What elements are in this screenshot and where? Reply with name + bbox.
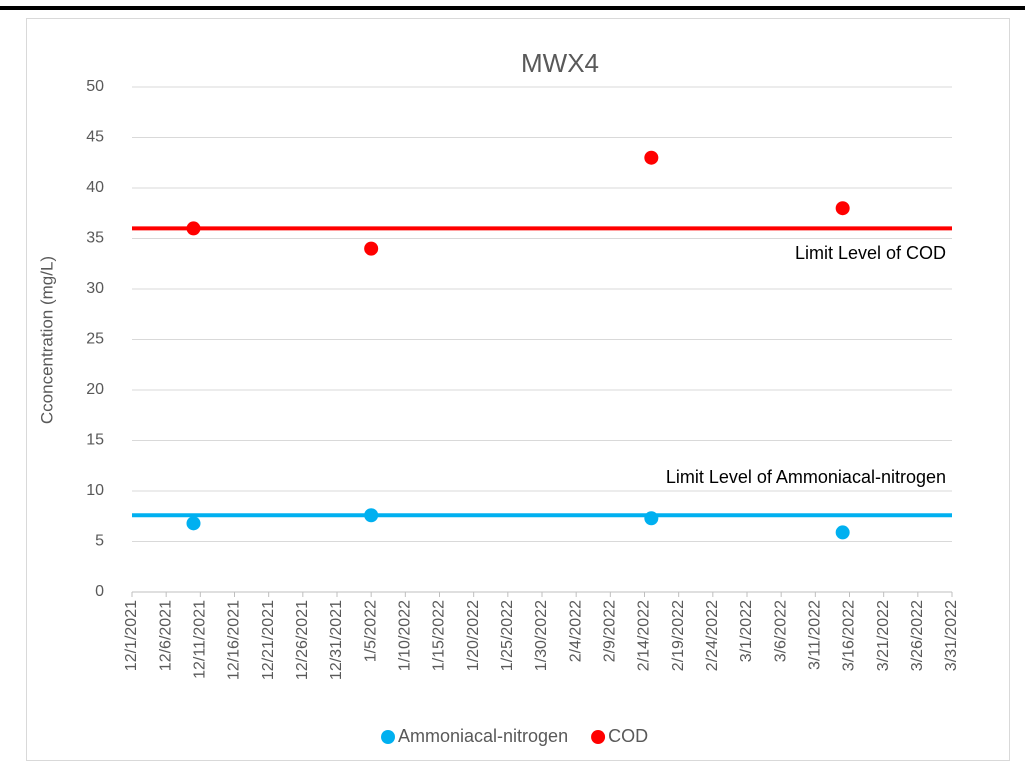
y-tick-label: 50 xyxy=(86,78,104,95)
x-tick-label: 1/25/2022 xyxy=(499,600,516,671)
x-tick-label: 3/11/2022 xyxy=(807,600,824,670)
x-tick-label: 2/4/2022 xyxy=(567,600,584,662)
x-tick-label: 12/6/2021 xyxy=(157,600,174,671)
x-tick-label: 2/9/2022 xyxy=(602,600,619,662)
x-tick-label: 3/26/2022 xyxy=(909,600,926,671)
x-tick-label: 3/21/2022 xyxy=(875,600,892,671)
point xyxy=(364,508,379,523)
y-tick-label: 40 xyxy=(86,179,104,196)
x-tick-label: 1/15/2022 xyxy=(431,600,448,671)
y-tick-label: 45 xyxy=(86,129,104,146)
y-tick-label: 35 xyxy=(86,230,104,247)
top-border xyxy=(0,6,1025,10)
x-tick-label: 12/1/2021 xyxy=(123,600,140,671)
x-tick-label: 2/24/2022 xyxy=(704,600,721,671)
y-tick-label: 5 xyxy=(95,533,104,550)
x-tick-label: 12/16/2021 xyxy=(226,600,243,680)
x-tick-label: 1/10/2022 xyxy=(397,600,414,671)
x-tick-label: 3/1/2022 xyxy=(738,600,755,662)
legend-marker xyxy=(591,730,606,744)
x-tick-label: 2/14/2022 xyxy=(636,600,653,671)
chart-title: MWX4 xyxy=(521,48,599,78)
x-tick-label: 12/21/2021 xyxy=(260,600,277,680)
x-tick-label: 12/11/2021 xyxy=(192,600,209,679)
y-tick-label: 25 xyxy=(86,331,104,348)
legend-marker xyxy=(381,730,395,744)
point xyxy=(835,525,850,540)
y-tick-label: 15 xyxy=(86,432,104,449)
x-tick-label: 1/20/2022 xyxy=(465,600,482,671)
x-tick-label: 1/30/2022 xyxy=(533,600,550,671)
chart-frame xyxy=(26,18,1010,761)
x-tick-label: 1/5/2022 xyxy=(362,600,379,662)
y-tick-label: 0 xyxy=(95,583,104,600)
limit-label: Limit Level of Ammoniacal-nitrogen xyxy=(666,467,946,487)
y-tick-label: 20 xyxy=(86,381,104,398)
x-tick-label: 3/6/2022 xyxy=(772,600,789,662)
x-tick-label: 12/31/2021 xyxy=(328,600,345,680)
point xyxy=(364,241,379,256)
limit-label: Limit Level of COD xyxy=(795,243,946,263)
point xyxy=(186,221,201,236)
x-tick-label: 12/26/2021 xyxy=(294,600,311,680)
point xyxy=(186,516,201,531)
y-axis-label: Cconcentration (mg/L) xyxy=(37,256,56,424)
x-tick-label: 3/16/2022 xyxy=(841,600,858,671)
x-tick-label: 3/31/2022 xyxy=(943,600,960,671)
legend-label: Ammoniacal-nitrogen xyxy=(398,726,568,746)
x-tick-label: 2/19/2022 xyxy=(670,600,687,671)
y-tick-label: 10 xyxy=(86,482,104,499)
point xyxy=(644,511,659,526)
point xyxy=(835,201,850,216)
legend-label: COD xyxy=(608,726,648,746)
y-tick-label: 30 xyxy=(86,280,104,297)
point xyxy=(644,150,659,165)
